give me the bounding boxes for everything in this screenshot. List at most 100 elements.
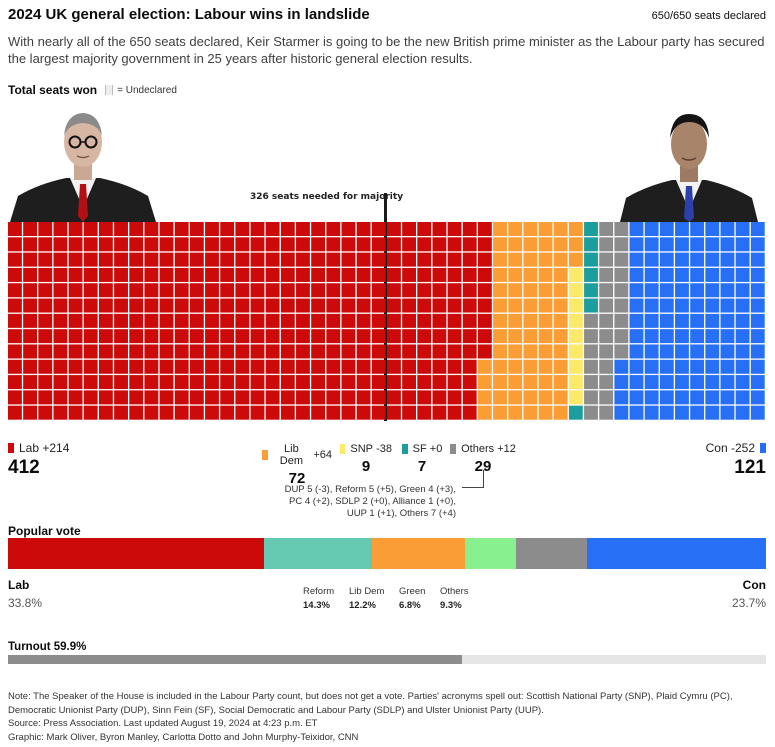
seat-cell-lab (341, 405, 356, 420)
seat-cell-lab (144, 252, 159, 267)
seat-cell-lab (8, 267, 22, 282)
seat-cell-con (675, 252, 689, 267)
seat-cell-lab (8, 390, 22, 405)
seat-cell-lab (387, 222, 401, 237)
seat-cell-con (659, 344, 674, 359)
seat-cell-snp (568, 329, 583, 344)
seat-cell-con (705, 222, 720, 237)
seat-cell-lab (387, 375, 401, 390)
seat-cell-con (690, 298, 705, 313)
seat-cell-lab (189, 267, 204, 282)
seat-cell-con (735, 283, 750, 298)
seat-cell-lab (53, 313, 68, 328)
seat-cell-lib-dem (553, 329, 568, 344)
seat-cell-lab (402, 313, 417, 328)
seat-cell-lab (326, 222, 341, 237)
seat-cell-lab (235, 344, 250, 359)
seat-cell-lab (477, 222, 492, 237)
seat-cell-con (659, 252, 674, 267)
seat-cell-con (659, 329, 674, 344)
seat-cell-lab (205, 390, 219, 405)
pv-label-reform: Reform 14.3% (303, 586, 334, 611)
seat-cell-con (735, 298, 750, 313)
seat-cell-lab (174, 329, 189, 344)
seat-cell-others (599, 329, 614, 344)
seat-cell-lab (447, 375, 462, 390)
seat-cell-lab (417, 375, 432, 390)
others-breakdown-line: PC 4 (+2), SDLP 2 (+0), Alliance 1 (+0), (289, 496, 456, 507)
seat-cell-lab (417, 283, 432, 298)
seat-cell-lab (53, 375, 68, 390)
seat-cell-lab (220, 405, 235, 420)
seat-cell-others (584, 375, 598, 390)
seat-cell-lib-dem (523, 237, 538, 252)
seat-cell-lab (83, 375, 98, 390)
seat-cell-con (705, 267, 720, 282)
seat-cell-lab (98, 237, 113, 252)
seat-cell-lab (53, 344, 68, 359)
party-name-snp: SNP (350, 443, 374, 455)
seat-cell-lab (98, 222, 113, 237)
seat-cell-lab (250, 313, 265, 328)
others-breakdown-line: DUP 5 (-3), Reform 5 (+5), Green 4 (+3), (284, 484, 456, 495)
seat-cell-lab (144, 267, 159, 282)
seat-cell-lab (235, 405, 250, 420)
seat-cell-lib-dem (508, 359, 523, 374)
seat-waffle-chart (8, 222, 765, 420)
seat-cell-lab (296, 359, 310, 374)
seat-cell-con (705, 329, 720, 344)
seat-cell-lab (144, 283, 159, 298)
seat-cell-lab (68, 283, 83, 298)
seat-label-sf: SF +0 7 (399, 443, 445, 475)
seat-cell-lab (280, 390, 295, 405)
seat-cell-lab (68, 298, 83, 313)
seat-cell-con (644, 298, 659, 313)
seat-cell-lab (129, 313, 144, 328)
seat-cell-lib-dem (538, 298, 553, 313)
seat-cell-lab (129, 405, 144, 420)
seat-cell-lib-dem (523, 344, 538, 359)
seat-cell-lab (23, 267, 38, 282)
seat-cell-con (735, 329, 750, 344)
seat-cell-lab (250, 344, 265, 359)
pv-party-green: Green (399, 586, 426, 597)
seat-cell-lab (402, 359, 417, 374)
seat-cell-con (750, 344, 765, 359)
seats-declared-counter: 650/650 seats declared (651, 10, 766, 22)
seat-cell-lab (341, 375, 356, 390)
seat-cell-lab (462, 298, 477, 313)
chart-title: 2024 UK general election: Labour wins in… (8, 6, 370, 23)
seat-cell-lab (447, 222, 462, 237)
seat-cell-lab (129, 298, 144, 313)
seat-cell-others (584, 313, 598, 328)
seat-cell-lab (387, 313, 401, 328)
seat-cell-lab (402, 252, 417, 267)
seat-cell-lab (8, 252, 22, 267)
seat-cell-lib-dem (508, 329, 523, 344)
seat-cell-lib-dem (523, 267, 538, 282)
seat-cell-lab (23, 298, 38, 313)
seat-cell-lab (220, 359, 235, 374)
seat-cell-lab (159, 359, 174, 374)
seat-cell-lab (220, 375, 235, 390)
party-name-con: Con (705, 441, 728, 455)
seat-cell-lab (250, 405, 265, 420)
pv-segment-green (464, 538, 517, 569)
seat-cell-lab (356, 252, 371, 267)
seat-cell-lab (98, 313, 113, 328)
seat-cell-lab (129, 222, 144, 237)
seat-cell-con (750, 283, 765, 298)
seats-heading: Total seats won = Undeclared (8, 83, 177, 97)
seat-cell-con (675, 359, 689, 374)
seat-cell-lab (114, 283, 128, 298)
seat-cell-con (720, 329, 735, 344)
seat-cell-lab (447, 313, 462, 328)
seat-cell-con (735, 390, 750, 405)
seat-cell-lib-dem (553, 267, 568, 282)
seat-cell-lab (159, 252, 174, 267)
seat-cell-con (690, 405, 705, 420)
seat-cell-lab (447, 390, 462, 405)
seat-cell-lab (159, 298, 174, 313)
seat-cell-lab (189, 313, 204, 328)
seat-cell-lab (235, 222, 250, 237)
